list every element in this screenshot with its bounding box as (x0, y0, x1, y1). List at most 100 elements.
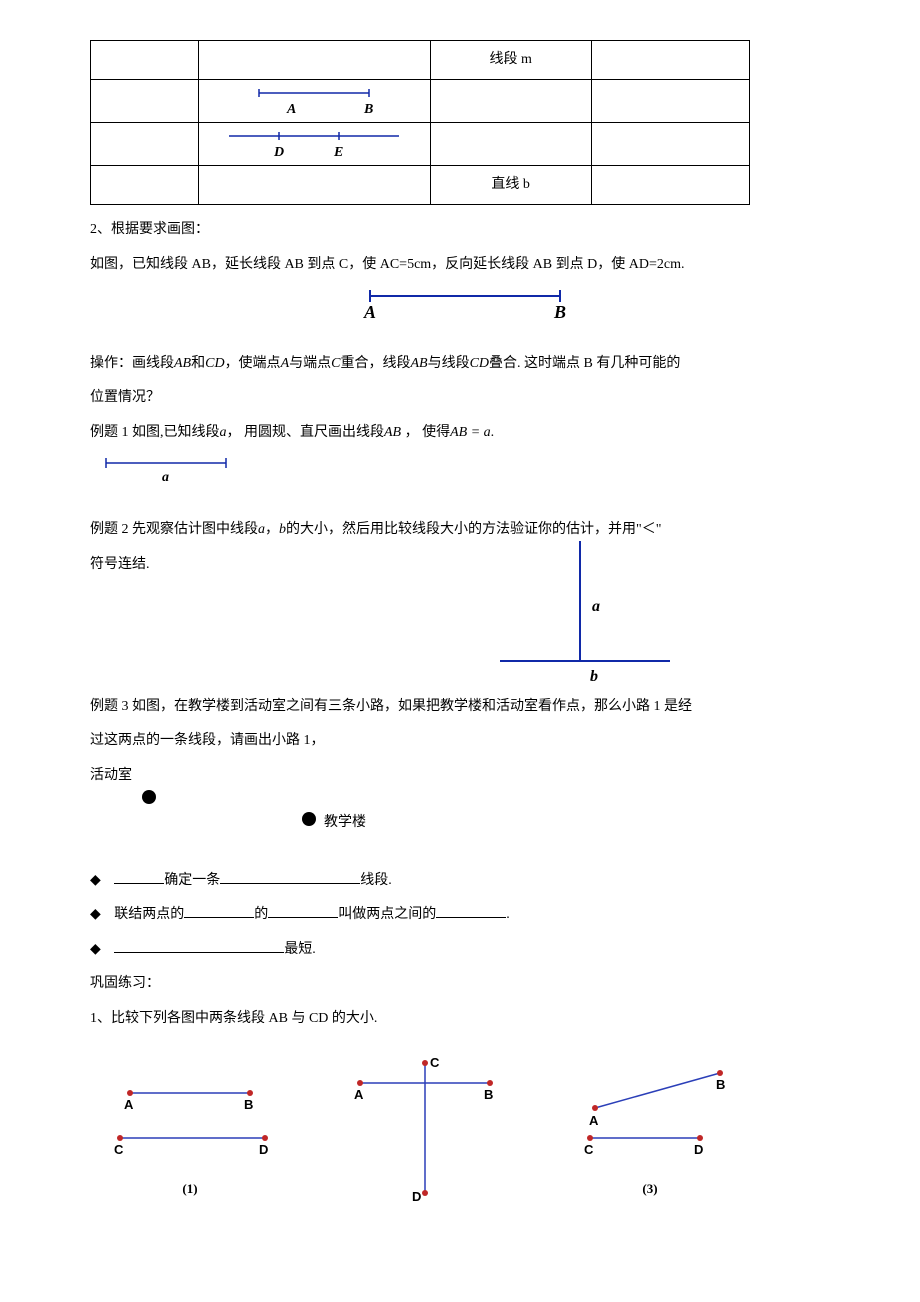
op-t2: 和 (191, 356, 205, 371)
b3: 最短. (284, 942, 316, 957)
b2c: 叫做两点之间的 (338, 907, 436, 922)
b2a: 联结两点的 (114, 907, 184, 922)
b1b: 线段. (360, 873, 392, 888)
op-a: A (281, 356, 290, 371)
ex3-activity-label: 活动室 (90, 763, 830, 790)
b2d: . (506, 907, 510, 922)
ex2-figure: a b (470, 536, 690, 686)
b1a: 确定一条 (164, 873, 220, 888)
bullet-1: 确定一条 线段. (90, 868, 830, 895)
f2-d: D (412, 1189, 421, 1203)
cell-2-1 (91, 80, 199, 123)
blank-1b (220, 869, 360, 884)
f3-a: A (589, 1113, 599, 1128)
blank-2c (436, 903, 506, 918)
label-a: A (286, 102, 296, 117)
cell-3-3 (430, 123, 591, 166)
op-cd1: CD (205, 356, 224, 371)
ex2-label-a: a (592, 598, 600, 615)
f3-d: D (694, 1142, 703, 1157)
f2-c: C (430, 1055, 440, 1070)
cell-2-4 (591, 80, 749, 123)
ex1-mid: ， 用圆规、直尺画出线段 (227, 425, 385, 440)
figure-table: 线段 m A B D E (90, 40, 750, 205)
blank-3 (114, 938, 284, 953)
ex1-segment-figure: a (96, 455, 246, 487)
ex1-text: 例题 1 如图,已知线段a， 用圆规、直尺画出线段AB ， 使得AB = a. (90, 420, 830, 447)
b2b: 的 (254, 907, 268, 922)
label-b: B (363, 102, 373, 117)
f3-c: C (584, 1142, 594, 1157)
ex3-text-2: 过这两点的一条线段，请画出小路 1， (90, 728, 830, 755)
line-de-figure: D E (219, 124, 409, 164)
cell-4-4 (591, 166, 749, 205)
op-cd2: CD (470, 356, 489, 371)
ex1-ab: AB (384, 425, 401, 440)
operation-text-2: 位置情况？ (90, 385, 830, 412)
cell-1-4 (591, 41, 749, 80)
q2-label-a: A (363, 302, 376, 322)
cell-4-3: 直线 b (430, 166, 591, 205)
op-t1: 操作：画线段 (90, 356, 174, 371)
segment-ab-figure: A B (229, 81, 399, 121)
q2-segment-figure: A B (330, 286, 590, 322)
practice-fig-3: A B C D (3) (550, 1053, 750, 1214)
ex2-text-2: 符号连结. (90, 552, 150, 579)
practice-q1: 1、比较下列各图中两条线段 AB 与 CD 的大小. (90, 1006, 830, 1033)
label-d: D (273, 145, 284, 160)
dot-school (302, 812, 316, 826)
practice-fig-2: A B C D (320, 1053, 520, 1214)
op-t6: 与线段 (428, 356, 470, 371)
f1-b: B (244, 1097, 253, 1112)
cell-3-4 (591, 123, 749, 166)
bullet-2: 联结两点的 的 叫做两点之间的. (90, 902, 830, 929)
cell-2-2: A B (198, 80, 430, 123)
cell-1-1 (91, 41, 199, 80)
f2-b: B (484, 1087, 493, 1102)
f1-c: C (114, 1142, 124, 1157)
ex3-text-1: 例题 3 如图，在教学楼到活动室之间有三条小路，如果把教学楼和活动室看作点，那么… (90, 694, 830, 721)
q2-label-b: B (553, 302, 566, 322)
ex1-pre: 例题 1 如图,已知线段 (90, 425, 220, 440)
op-t3: ，使端点 (225, 356, 281, 371)
ex3-figure: 教学楼 (102, 790, 830, 860)
ex1-suf: . (491, 425, 495, 440)
op-ab1: AB (174, 356, 191, 371)
ex2-m1: ， (265, 522, 279, 537)
f1-d: D (259, 1142, 268, 1157)
bullet-3: 最短. (90, 937, 830, 964)
op-t4: 与端点 (289, 356, 331, 371)
caption-3: (3) (550, 1177, 750, 1202)
practice-fig-1: A B C D (1) (90, 1053, 290, 1214)
practice-heading: 巩固练习： (90, 971, 830, 998)
cell-3-2: D E (198, 123, 430, 166)
label-e: E (333, 145, 343, 160)
cell-1-2 (198, 41, 430, 80)
op-t7: 叠合. 这时端点 B 有几种可能的 (489, 356, 680, 371)
ex2-pre: 例题 2 先观察估计图中线段 (90, 522, 258, 537)
caption-1: (1) (90, 1177, 290, 1202)
f1-a: A (124, 1097, 134, 1112)
q2-text: 如图，已知线段 AB，延长线段 AB 到点 C，使 AC=5cm，反向延长线段 … (90, 252, 830, 279)
f2-a: A (354, 1087, 364, 1102)
op-t5: 重合，线段 (340, 356, 410, 371)
cell-4-1 (91, 166, 199, 205)
cell-4-2 (198, 166, 430, 205)
q2-heading: 2、根据要求画图： (90, 217, 830, 244)
ex1-a: a (220, 425, 227, 440)
blank-1a (114, 869, 164, 884)
ex2-text: 例题 2 先观察估计图中线段a，b的大小，然后用比较线段大小的方法验证你的估计，… (90, 517, 830, 544)
ex2-label-b: b (590, 668, 598, 685)
operation-text: 操作：画线段AB和CD，使端点A与端点C重合，线段AB与线段CD叠合. 这时端点… (90, 351, 830, 378)
blank-2a (184, 903, 254, 918)
f3-b: B (716, 1077, 725, 1092)
ex3-school-label: 教学楼 (324, 810, 366, 837)
blank-2b (268, 903, 338, 918)
practice-figures: A B C D (1) A B C D A B C (90, 1053, 830, 1214)
cell-2-3 (430, 80, 591, 123)
ex1-label-a: a (162, 470, 169, 485)
op-ab2: AB (410, 356, 427, 371)
ex2-a: a (258, 522, 265, 537)
cell-1-3: 线段 m (430, 41, 591, 80)
ex1-eq: AB = a (450, 425, 491, 440)
